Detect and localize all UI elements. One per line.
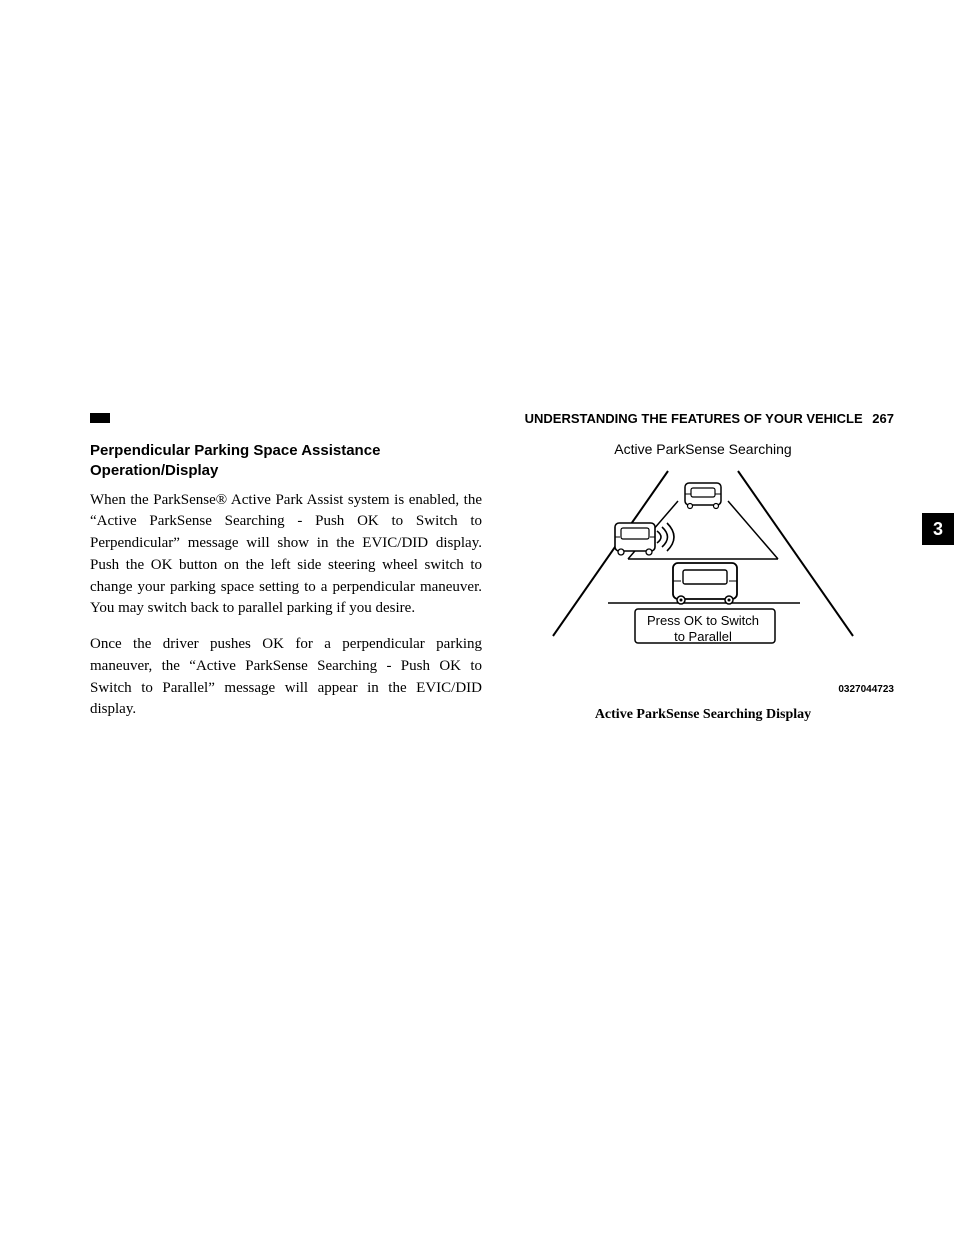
section-tab: 3	[922, 513, 954, 545]
figure: Active ParkSense Searching	[512, 441, 894, 723]
figure-inside-line1: Press OK to Switch	[512, 613, 894, 629]
two-column-layout: Perpendicular Parking Space Assistance O…	[90, 441, 894, 735]
running-header: UNDERSTANDING THE FEATURES OF YOUR VEHIC…	[525, 411, 894, 426]
body-paragraph-2: Once the driver pushes OK for a perpendi…	[90, 634, 482, 721]
subheading: Perpendicular Parking Space Assistance O…	[90, 441, 482, 482]
figure-inside-caption: Press OK to Switch to Parallel	[512, 613, 894, 644]
figure-inside-line2: to Parallel	[512, 629, 894, 645]
figure-caption: Active ParkSense Searching Display	[512, 707, 894, 723]
page-number: 267	[872, 411, 894, 426]
page-content: UNDERSTANDING THE FEATURES OF YOUR VEHIC…	[90, 413, 894, 1235]
figure-title: Active ParkSense Searching	[512, 441, 894, 457]
header-bar	[90, 413, 110, 423]
right-column: Active ParkSense Searching	[512, 441, 894, 735]
left-column: Perpendicular Parking Space Assistance O…	[90, 441, 482, 735]
header-section-title: UNDERSTANDING THE FEATURES OF YOUR VEHIC…	[525, 411, 863, 426]
body-paragraph-1: When the ParkSense® Active Park Assist s…	[90, 490, 482, 621]
figure-image-id: 0327044723	[512, 684, 894, 695]
